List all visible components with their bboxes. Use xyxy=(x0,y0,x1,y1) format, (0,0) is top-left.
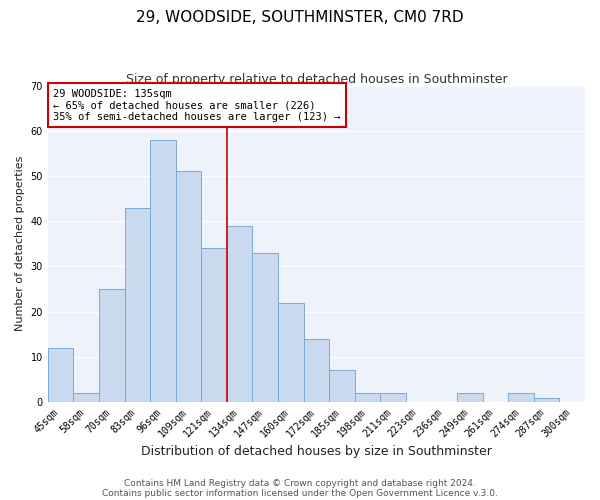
Y-axis label: Number of detached properties: Number of detached properties xyxy=(15,156,25,332)
Bar xyxy=(355,393,380,402)
Bar xyxy=(380,393,406,402)
Bar xyxy=(227,226,253,402)
Bar xyxy=(304,339,329,402)
Bar xyxy=(176,172,201,402)
Bar xyxy=(534,398,559,402)
Bar xyxy=(125,208,150,402)
Text: 29, WOODSIDE, SOUTHMINSTER, CM0 7RD: 29, WOODSIDE, SOUTHMINSTER, CM0 7RD xyxy=(136,10,464,25)
Bar xyxy=(99,289,125,402)
Bar xyxy=(201,248,227,402)
Bar xyxy=(457,393,482,402)
Text: 29 WOODSIDE: 135sqm
← 65% of detached houses are smaller (226)
35% of semi-detac: 29 WOODSIDE: 135sqm ← 65% of detached ho… xyxy=(53,88,341,122)
Text: Contains public sector information licensed under the Open Government Licence v.: Contains public sector information licen… xyxy=(102,488,498,498)
Bar xyxy=(253,253,278,402)
X-axis label: Distribution of detached houses by size in Southminster: Distribution of detached houses by size … xyxy=(141,444,492,458)
Bar xyxy=(150,140,176,402)
Text: Contains HM Land Registry data © Crown copyright and database right 2024.: Contains HM Land Registry data © Crown c… xyxy=(124,478,476,488)
Bar xyxy=(278,302,304,402)
Bar xyxy=(329,370,355,402)
Bar xyxy=(48,348,73,402)
Bar xyxy=(73,393,99,402)
Title: Size of property relative to detached houses in Southminster: Size of property relative to detached ho… xyxy=(125,72,507,86)
Bar xyxy=(508,393,534,402)
